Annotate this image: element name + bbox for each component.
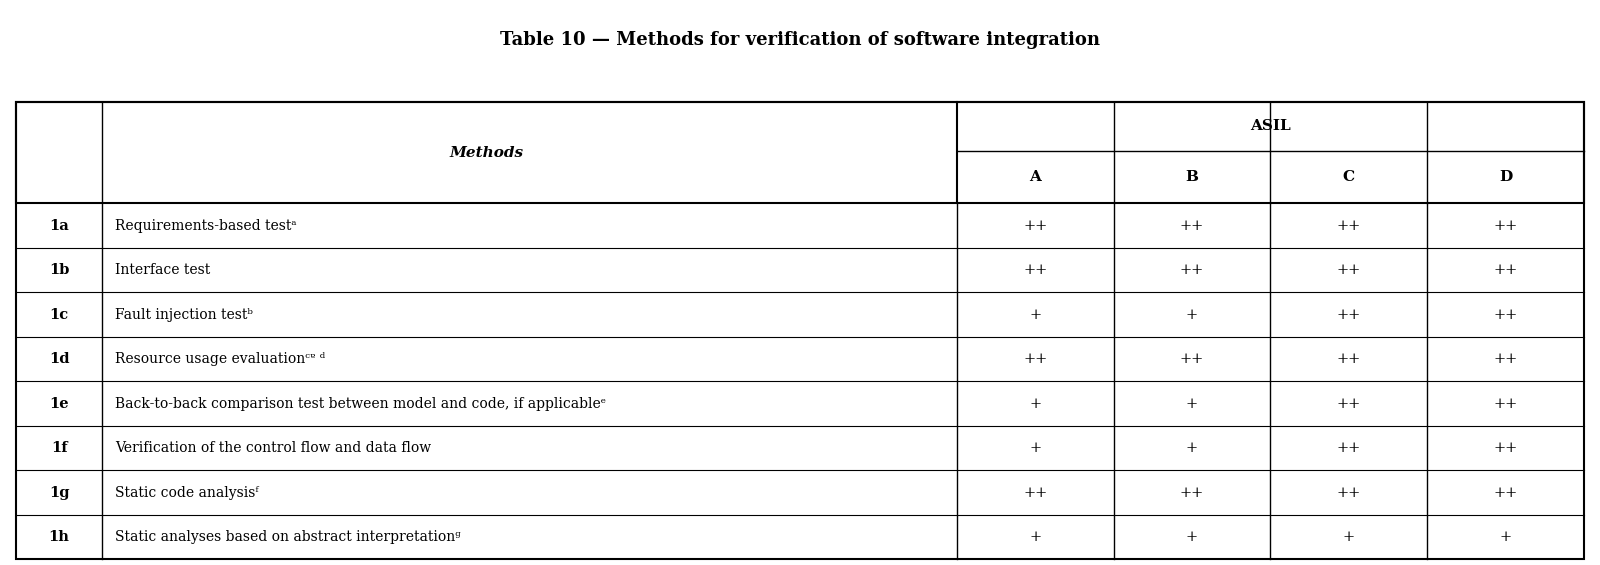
Text: ++: ++ [1336,263,1362,277]
Text: 1c: 1c [50,307,69,321]
Text: +: + [1029,397,1042,411]
Text: Back-to-back comparison test between model and code, if applicableᵉ: Back-to-back comparison test between mod… [115,397,606,411]
Text: +: + [1342,530,1355,544]
Text: ++: ++ [1336,307,1362,321]
Text: ++: ++ [1022,263,1048,277]
Text: ++: ++ [1493,397,1518,411]
Text: B: B [1186,170,1198,184]
Text: ++: ++ [1493,307,1518,321]
Text: +: + [1186,397,1198,411]
Text: Static analyses based on abstract interpretationᵍ: Static analyses based on abstract interp… [115,530,461,544]
Text: D: D [1499,170,1512,184]
Text: Table 10 — Methods for verification of software integration: Table 10 — Methods for verification of s… [499,31,1101,49]
Text: ++: ++ [1022,485,1048,499]
Text: ASIL: ASIL [1250,119,1291,133]
Text: 1e: 1e [50,397,69,411]
Text: 1a: 1a [50,219,69,233]
Text: ++: ++ [1493,263,1518,277]
Text: A: A [1029,170,1042,184]
Text: ++: ++ [1493,485,1518,499]
Text: 1b: 1b [50,263,69,277]
Text: +: + [1186,530,1198,544]
Text: ++: ++ [1336,397,1362,411]
Text: ++: ++ [1336,219,1362,233]
Text: Static code analysisᶠ: Static code analysisᶠ [115,485,259,499]
Text: ++: ++ [1336,352,1362,366]
Text: 1d: 1d [50,352,69,366]
Text: +: + [1499,530,1512,544]
Text: ++: ++ [1336,485,1362,499]
Text: ++: ++ [1179,352,1205,366]
Text: ++: ++ [1493,441,1518,455]
Text: ++: ++ [1493,219,1518,233]
Text: Resource usage evaluationᶜᵄ ᵈ: Resource usage evaluationᶜᵄ ᵈ [115,352,325,366]
Text: ++: ++ [1179,263,1205,277]
Text: ++: ++ [1493,352,1518,366]
Text: +: + [1029,530,1042,544]
Text: ++: ++ [1179,219,1205,233]
Text: +: + [1186,441,1198,455]
Text: ++: ++ [1179,485,1205,499]
Text: 1f: 1f [51,441,67,455]
Text: C: C [1342,170,1355,184]
Text: Requirements-based testᵃ: Requirements-based testᵃ [115,219,296,233]
Text: +: + [1029,441,1042,455]
Text: ++: ++ [1022,352,1048,366]
Text: +: + [1029,307,1042,321]
Text: Interface test: Interface test [115,263,210,277]
Text: 1g: 1g [50,485,69,499]
Text: +: + [1186,307,1198,321]
Text: ++: ++ [1336,441,1362,455]
Text: 1h: 1h [48,530,69,544]
Text: Fault injection testᵇ: Fault injection testᵇ [115,307,253,321]
Text: Verification of the control flow and data flow: Verification of the control flow and dat… [115,441,430,455]
Text: Methods: Methods [450,146,523,159]
Text: ++: ++ [1022,219,1048,233]
